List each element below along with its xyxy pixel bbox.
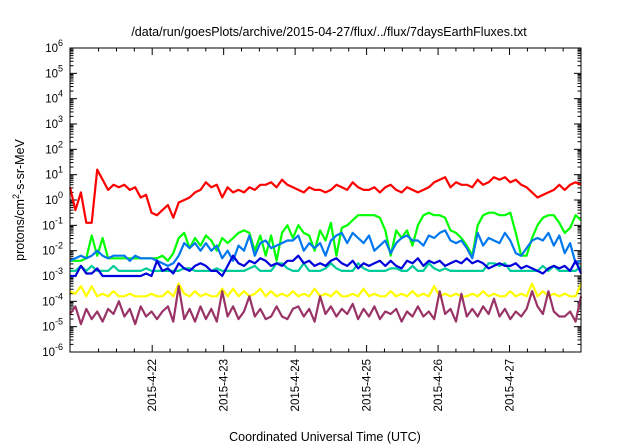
x-tick-label: 2015-4-25 bbox=[362, 359, 374, 411]
y-tick-label: 10-2 bbox=[42, 241, 63, 258]
y-tick-label: 101 bbox=[45, 165, 63, 182]
y-tick-label: 104 bbox=[45, 89, 63, 106]
x-tick-label: 2015-4-26 bbox=[433, 359, 445, 411]
series-line-4 bbox=[69, 229, 582, 267]
x-tick-label: 2015-4-22 bbox=[147, 359, 159, 411]
x-tick-label: 2015-4-23 bbox=[219, 359, 231, 411]
y-tick-label: 102 bbox=[45, 139, 63, 156]
y-tick-label: 10-1 bbox=[42, 215, 63, 232]
y-tick-label: 106 bbox=[45, 38, 63, 55]
x-axis-label: Coordinated Universal Time (UTC) bbox=[229, 430, 421, 444]
y-tick-label: 105 bbox=[45, 63, 63, 80]
y-tick-label: 10-5 bbox=[42, 317, 63, 334]
series-line-1 bbox=[68, 168, 582, 224]
series-line-7 bbox=[69, 285, 583, 326]
series-line-6 bbox=[69, 282, 583, 298]
y-axis-label: protons/cm2-s-sr-MeV bbox=[11, 138, 27, 260]
y-tick-label: 10-4 bbox=[42, 291, 63, 308]
series-line-5 bbox=[70, 254, 583, 278]
x-tick-label: 2015-4-27 bbox=[505, 359, 517, 411]
x-tick-label: 2015-4-24 bbox=[290, 358, 302, 411]
chart-title: /data/run/goesPlots/archive/2015-04-27/f… bbox=[131, 25, 527, 39]
series-line-2 bbox=[70, 211, 582, 262]
y-tick-label: 100 bbox=[45, 190, 63, 207]
y-tick-label: 10-3 bbox=[42, 266, 63, 283]
y-tick-label: 10-6 bbox=[42, 342, 63, 359]
plot-frame bbox=[69, 47, 582, 353]
y-tick-label: 103 bbox=[45, 114, 63, 131]
